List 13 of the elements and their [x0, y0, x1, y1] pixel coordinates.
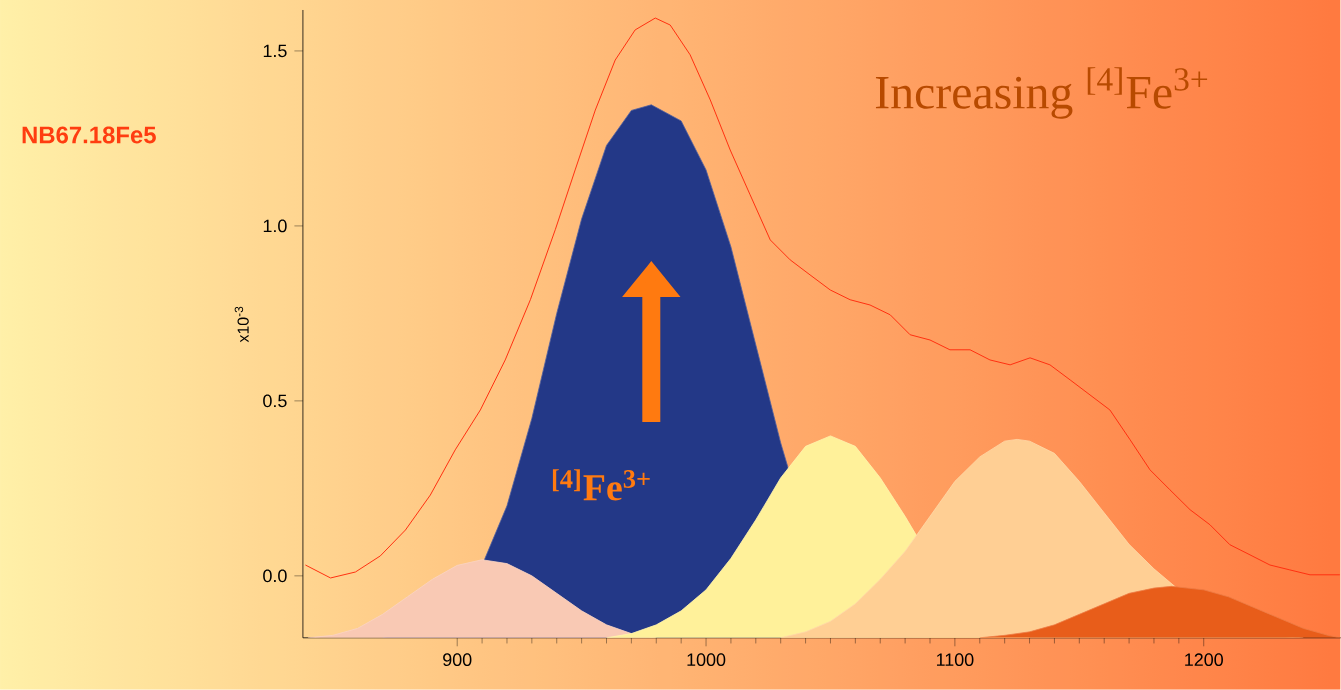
- annotation: Increasing $^{[4]}$Fe$^{3+}$: [875, 67, 1208, 119]
- x-tick-label: 1000: [687, 653, 726, 667]
- y-tick-label: 1.5: [263, 44, 287, 58]
- y-tick-label: 1.0: [263, 219, 287, 233]
- x-tick-label: 1100: [936, 653, 974, 667]
- y-tick-label: 0.0: [263, 569, 287, 583]
- line-series: [304, 17, 1341, 579]
- annotation: $^{[4]}$Fe$^{3+}$: [552, 469, 650, 501]
- x-tick-label: 900: [443, 653, 472, 667]
- text: NB67.18Fe5: [22, 126, 156, 144]
- x-tick-label: 1200: [1185, 653, 1223, 667]
- y-axis-title: x10$^{-3}$: [234, 306, 249, 343]
- y-tick-label: 0.5: [263, 394, 287, 408]
